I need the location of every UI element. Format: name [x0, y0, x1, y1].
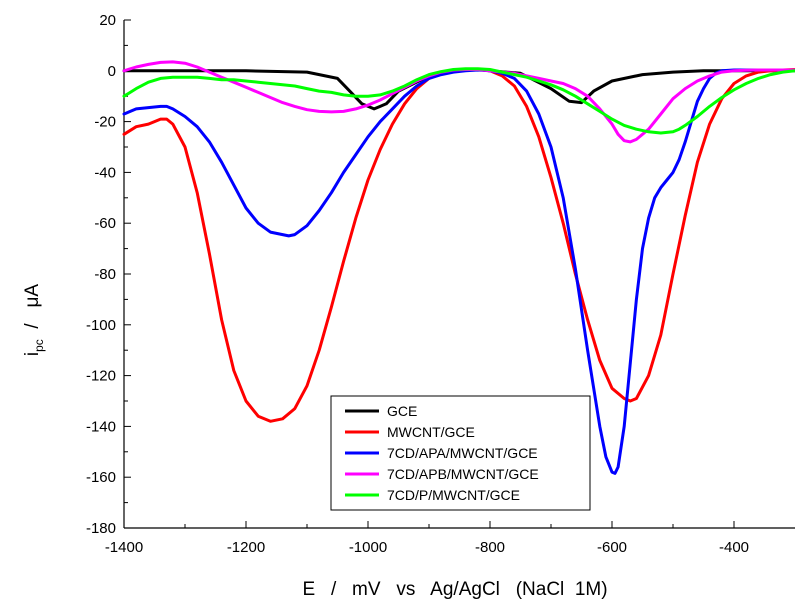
series-line-2 — [122, 68, 795, 423]
series-line-4 — [122, 60, 795, 144]
y-tick-label: 20 — [99, 12, 116, 29]
legend-label-1: GCE — [387, 403, 417, 419]
x-tick-label: -1000 — [349, 539, 387, 556]
y-tick-label: -100 — [86, 317, 116, 334]
series-line-3 — [122, 68, 795, 475]
legend-label-5: 7CD/P/MWCNT/GCE — [387, 487, 520, 503]
y-axis-title-subscript: pc — [32, 339, 46, 352]
legend-label-4: 7CD/APB/MWCNT/GCE — [387, 466, 539, 482]
y-tick-label: -20 — [94, 114, 116, 131]
x-tick-label: -1200 — [227, 539, 265, 556]
y-tick-label: -160 — [86, 469, 116, 486]
y-tick-label: -180 — [86, 520, 116, 537]
legend-label-3: 7CD/APA/MWCNT/GCE — [387, 445, 538, 461]
legend-box — [330, 395, 591, 511]
y-tick-label: -40 — [94, 164, 116, 181]
y-axis-title-main: i — [22, 352, 43, 356]
series-line-1 — [122, 68, 795, 111]
x-tick-label: -400 — [719, 539, 749, 556]
y-tick-label: 0 — [108, 63, 116, 80]
legend: GCE MWCNT/GCE 7CD/APA/MWCNT/GCE 7CD/APB/MWC… — [330, 395, 591, 511]
y-tick-label: -60 — [94, 215, 116, 232]
series-line-5 — [122, 67, 795, 135]
x-axis-title: E / mV vs Ag/AgCl (NaCl 1M) — [302, 579, 607, 600]
y-tick-label: -140 — [86, 418, 116, 435]
legend-label-2: MWCNT/GCE — [387, 424, 475, 440]
y-axis-title: ipc / μA — [22, 284, 46, 357]
y-tick-label: -120 — [86, 368, 116, 385]
x-tick-label: -1400 — [105, 539, 143, 556]
x-tick-label: -600 — [597, 539, 627, 556]
y-tick-label: -80 — [94, 266, 116, 283]
y-axis-title-rest: / μA — [22, 284, 43, 340]
x-tick-label: -800 — [475, 539, 505, 556]
